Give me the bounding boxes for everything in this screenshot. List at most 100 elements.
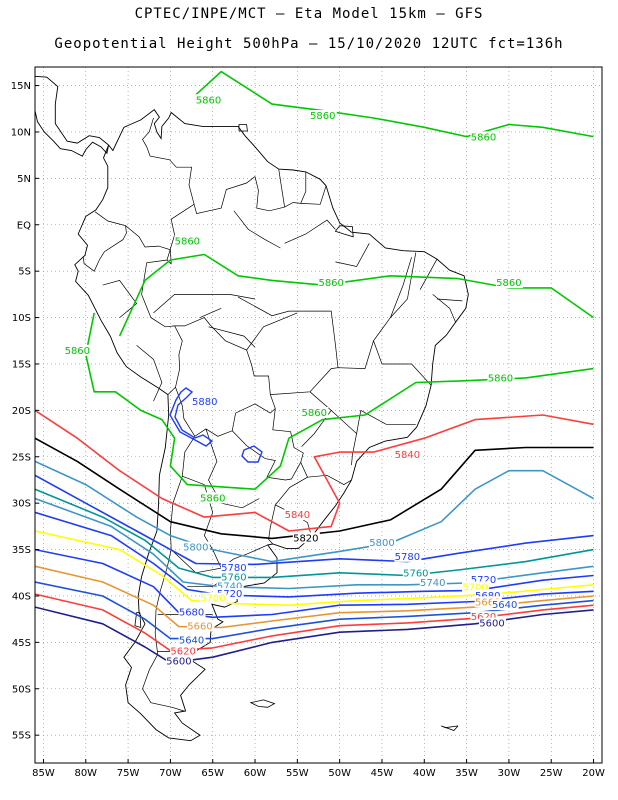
contour-label-bg — [470, 574, 498, 586]
lat-tick-label: EQ — [17, 220, 31, 231]
lat-tick-label: 5S — [18, 267, 31, 278]
closed-contour-5880: 5880 — [169, 387, 263, 463]
contour-label-5600: 5600 — [479, 619, 504, 630]
lon-tick-label: 65W — [201, 768, 224, 779]
contour-label-bg — [292, 532, 320, 544]
lon-tick-label: 85W — [32, 768, 55, 779]
contour-label-bg — [174, 235, 202, 247]
island-outline — [238, 124, 248, 132]
central-america-coastline — [35, 75, 109, 146]
political-border — [278, 169, 285, 208]
lon-tick-label: 80W — [74, 768, 97, 779]
political-border — [300, 179, 327, 205]
contour-label-5720: 5720 — [217, 589, 242, 600]
contour-label-bg — [165, 655, 193, 667]
political-border — [102, 279, 138, 318]
contour-label-bg — [462, 581, 490, 593]
political-border — [237, 296, 339, 368]
island-outline — [334, 225, 354, 238]
lon-tick-label: 75W — [117, 768, 140, 779]
axis-tick-labels: 15N 10N 5N EQ 5S 10S 15S 20S 25S 30S 35S 40S 45S 50S 5… — [11, 81, 605, 779]
contour-label-bg — [368, 536, 396, 548]
lat-tick-label: 55S — [12, 731, 31, 742]
political-border — [390, 257, 412, 318]
contour-label-5860: 5860 — [65, 346, 90, 357]
contour-label-bg — [178, 606, 206, 618]
map-title-line2: Geopotential Height 500hPa – 15/10/2020 … — [54, 36, 564, 52]
contour-label-bg — [487, 372, 515, 384]
contour-label-5700: 5700 — [462, 582, 487, 593]
lat-tick-label: 40S — [12, 591, 31, 602]
island-outline — [441, 725, 459, 731]
contour-label-5860: 5860 — [496, 278, 521, 289]
contour-label-5800: 5800 — [183, 543, 208, 554]
contour-label-5860: 5860 — [200, 493, 225, 504]
contour-line-5620 — [35, 593, 594, 652]
political-border — [284, 219, 336, 244]
contour-label-bg — [394, 550, 422, 562]
contour-label-bg — [220, 561, 248, 573]
contour-5880-line — [169, 387, 214, 447]
contour-label-5680: 5680 — [179, 608, 204, 619]
lon-tick-label: 45W — [371, 768, 394, 779]
contour-label-5740: 5740 — [217, 582, 242, 593]
contour-label-bg — [301, 407, 329, 418]
political-border — [125, 225, 172, 265]
political-border — [274, 462, 313, 537]
lon-tick-label: 25W — [540, 768, 563, 779]
contour-label-bg — [182, 541, 210, 553]
contour-label-5760: 5760 — [221, 572, 246, 583]
contour-label-5860: 5860 — [310, 111, 335, 122]
lat-lon-grid — [35, 67, 602, 763]
political-border — [335, 243, 370, 267]
lat-tick-label: 50S — [12, 684, 31, 695]
political-border — [136, 345, 163, 402]
lat-tick-label: 10S — [12, 313, 31, 324]
contour-label-bg — [199, 592, 227, 604]
political-border — [141, 294, 183, 395]
contour-line-5860 — [85, 312, 594, 490]
contour-line-5860 — [195, 70, 594, 138]
lon-tick-label: 60W — [244, 768, 267, 779]
political-border — [208, 326, 256, 348]
contour-label-bg — [220, 571, 248, 583]
coastlines-and-borders — [35, 75, 469, 742]
lat-tick-label: 5N — [17, 174, 31, 185]
contour-label-bg — [402, 567, 430, 579]
contour-label-5640: 5640 — [179, 635, 204, 646]
political-border — [301, 410, 332, 447]
contour-label-5860: 5860 — [196, 95, 221, 106]
contour-label-bg — [491, 599, 519, 611]
contour-line-5840 — [35, 409, 594, 532]
contour-label-5820: 5820 — [293, 533, 318, 544]
contour-label-5860: 5860 — [318, 278, 343, 289]
political-border — [268, 504, 276, 545]
lon-tick-label: 50W — [328, 768, 351, 779]
contour-label-bg — [470, 131, 498, 143]
lon-tick-label: 35W — [455, 768, 478, 779]
political-border — [272, 408, 304, 463]
contour-label-5860: 5860 — [488, 374, 513, 385]
contour-label-bg — [195, 94, 223, 106]
political-border — [432, 294, 456, 323]
contour-label-5860: 5860 — [175, 236, 200, 247]
political-border — [142, 436, 196, 712]
political-border — [170, 475, 222, 574]
contour-label-bg — [419, 576, 447, 588]
contour-line-5800 — [35, 460, 594, 563]
contour-label-5860: 5860 — [302, 408, 327, 419]
contour-line-5640 — [35, 581, 594, 640]
geopotential-contours: 5860 5860 5860 5860 5860 5860 5860 5860 5860 5860… — [35, 70, 594, 668]
contour-label-bg — [474, 596, 502, 608]
political-border — [246, 312, 298, 351]
contour-label-bg — [64, 344, 92, 356]
political-border — [436, 298, 463, 302]
contour-label-5640: 5640 — [492, 600, 517, 611]
contour-label-bg — [170, 645, 198, 657]
contour-label-5780: 5780 — [221, 563, 246, 574]
lon-tick-label: 30W — [498, 768, 521, 779]
contour-line-5720 — [35, 511, 594, 598]
lon-tick-label: 40W — [413, 768, 436, 779]
contour-label-bg — [178, 634, 206, 646]
